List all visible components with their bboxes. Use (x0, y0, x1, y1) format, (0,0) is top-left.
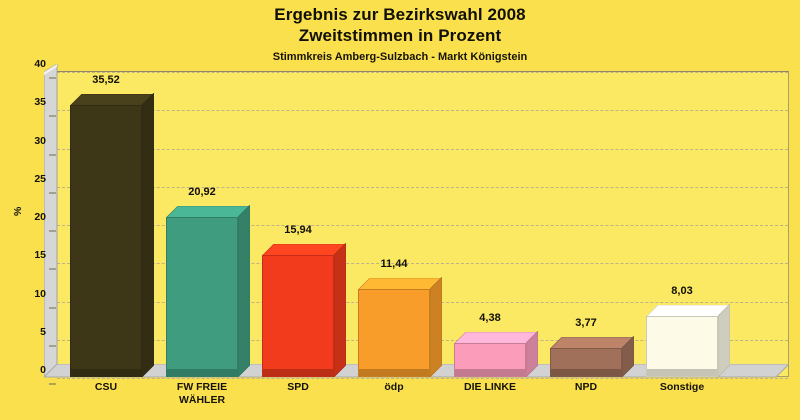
bar-side-face (526, 331, 538, 377)
bar-front-face (70, 105, 142, 377)
bar-top-face (165, 205, 251, 219)
y-axis-tick-label: 15 (34, 249, 46, 262)
bar-top-face (69, 93, 155, 107)
bar-value-label: 8,03 (671, 285, 693, 297)
bar-top-face (549, 336, 635, 350)
y-axis-tick-mark (49, 192, 56, 194)
bar-value-label: 35,52 (92, 74, 120, 86)
y-axis-title: % (12, 206, 24, 216)
gridline (57, 186, 788, 188)
chart-title-line1: Ergebnis zur Bezirkswahl 2008 (274, 5, 526, 24)
bar-value-label: 3,77 (575, 317, 597, 329)
x-axis-label-npd: NPD (574, 381, 598, 393)
y-axis-tick-mark (49, 307, 56, 308)
y-axis-tick-label: 0 (40, 364, 46, 376)
bar-side-face (430, 277, 442, 377)
bar-npd[interactable]: 3,77 (549, 317, 635, 377)
bar-front-face (262, 255, 334, 377)
bar-base-shadow (167, 369, 237, 376)
bar-front-face (550, 348, 622, 377)
bar-base-shadow (71, 369, 141, 376)
y-axis: % 0 5 10 15 20 25 30 35 40 (0, 58, 58, 385)
y-axis-tick-label: 20 (34, 211, 46, 223)
x-axis-label-spd: SPD (287, 381, 309, 393)
y-axis-tick-label: 30 (34, 134, 46, 147)
bar-top-face (645, 304, 731, 318)
gridline (57, 72, 788, 73)
bar-top-face (453, 331, 539, 345)
bar-value-label: 15,94 (284, 224, 312, 236)
gridline (57, 110, 788, 112)
x-axis-labels: CSU FW FREIE WÄHLER SPD ödp DIE LINKE NPD Sons… (0, 381, 800, 420)
bar-base-shadow (359, 369, 429, 376)
bar-die-linke[interactable]: 4,38 (453, 312, 539, 377)
x-axis-label-ödp: ödp (384, 381, 404, 393)
chart-title-line2: Zweitstimmen in Prozent (298, 26, 502, 45)
x-axis-label-die-linke: DIE LINKE (464, 381, 516, 393)
gridline (57, 225, 788, 226)
bar-side-face (142, 93, 154, 377)
bar-ödp[interactable]: 11,44 (357, 258, 443, 377)
bar-base-shadow (647, 369, 717, 376)
bar-front-face (454, 343, 526, 377)
x-axis-label-csu: CSU (94, 381, 118, 393)
x-axis-label-sonstige: Sonstige (659, 381, 705, 393)
y-axis-tick-mark (49, 230, 56, 232)
bar-top-face (261, 243, 347, 257)
gridline (57, 148, 788, 150)
x-axis-label-fw-freie-wähler: FW FREIE WÄHLER (176, 381, 228, 406)
y-axis-tick-label: 5 (40, 325, 46, 338)
bar-value-label: 11,44 (380, 258, 408, 270)
bar-csu[interactable]: 35,52 (69, 74, 155, 377)
bar-value-label: 20,92 (188, 186, 216, 198)
y-axis-tick-mark (49, 383, 56, 385)
gridline (57, 263, 788, 265)
bar-side-face (718, 304, 730, 377)
bar-base-shadow (455, 369, 525, 376)
bar-top-face (357, 277, 443, 291)
bar-side-face (622, 336, 634, 377)
bar-spd[interactable]: 15,94 (261, 224, 347, 377)
y-axis-tick-mark (49, 115, 56, 117)
bar-side-face (334, 243, 346, 377)
chart-title-block: Ergebnis zur Bezirkswahl 2008 Zweitstimm… (0, 4, 800, 65)
gridline (57, 378, 788, 379)
y-axis-tick-label: 40 (34, 58, 46, 70)
y-axis-tick-label: 10 (34, 287, 46, 300)
bar-front-face (646, 316, 718, 377)
bar-base-shadow (263, 369, 333, 376)
bar-fw-freie-wähler[interactable]: 20,92 (165, 186, 251, 377)
chart-subtitle: Stimmkreis Amberg-Sulzbach - Markt König… (272, 51, 528, 63)
y-axis-tick-mark (49, 345, 56, 347)
bar-sonstige[interactable]: 8,03 (645, 285, 731, 377)
bar-side-face (238, 205, 250, 377)
y-axis-tick-mark (49, 77, 56, 79)
y-axis-tick-label: 25 (34, 172, 46, 185)
bar-base-shadow (551, 369, 621, 376)
y-axis-tick-mark (49, 154, 56, 155)
bar-front-face (166, 217, 238, 377)
bar-value-label: 4,38 (479, 312, 501, 324)
y-axis-tick-label: 35 (34, 96, 46, 109)
y-axis-tick-mark (49, 268, 56, 270)
bar-front-face (358, 289, 430, 377)
